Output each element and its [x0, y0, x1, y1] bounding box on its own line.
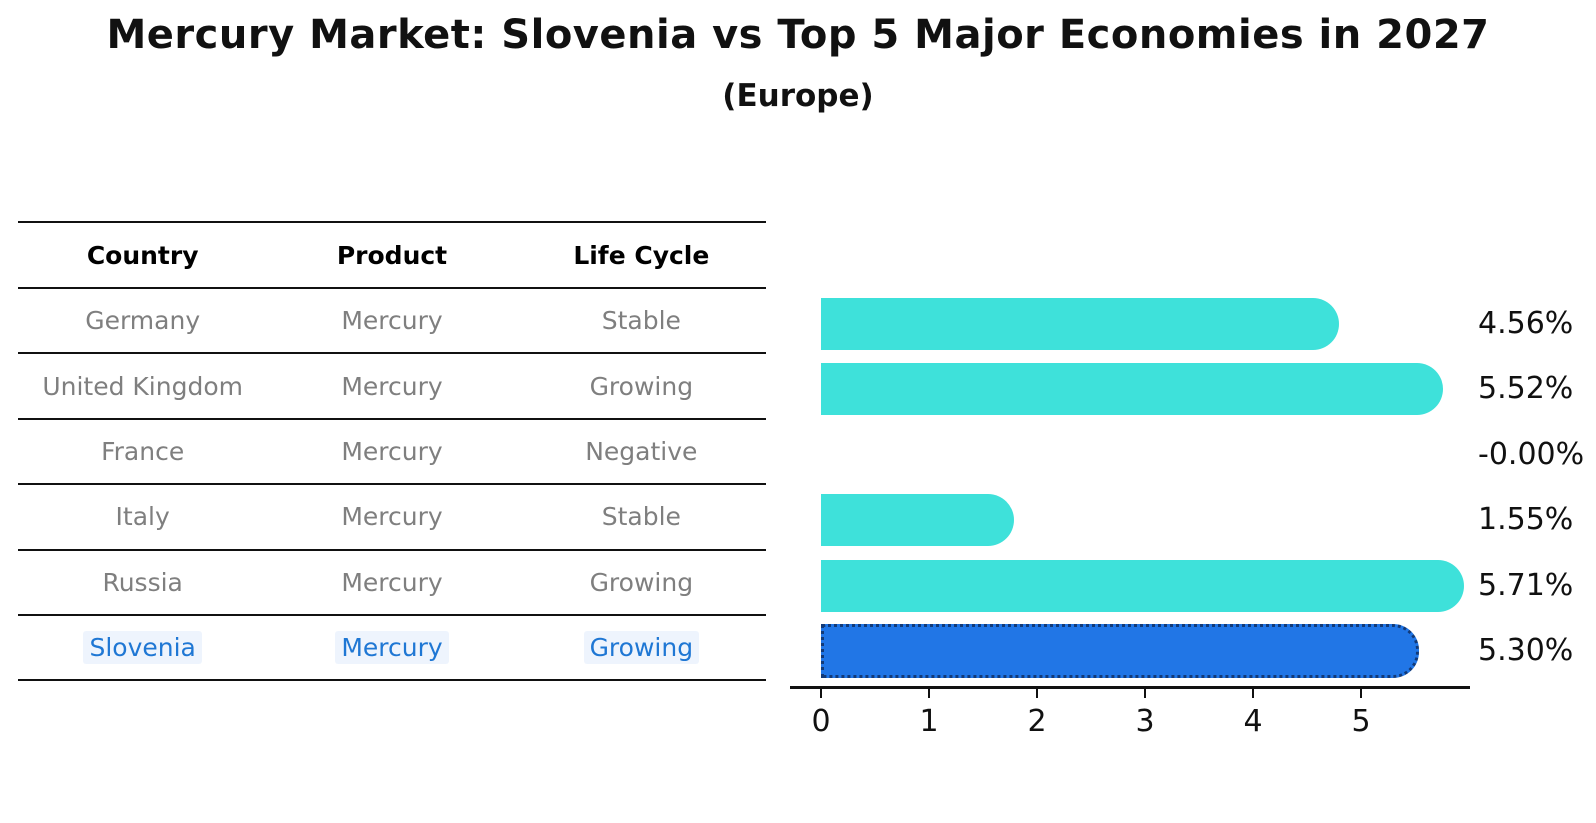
cell-country: France — [18, 418, 268, 486]
cell-country: Slovenia — [18, 614, 268, 682]
cell-product: Mercury — [267, 614, 517, 682]
cell-product: Mercury — [267, 484, 517, 551]
cell-life-cycle: Negative — [516, 418, 766, 486]
x-axis-tick — [1036, 689, 1038, 698]
x-axis-tick-label: 0 — [811, 704, 831, 739]
value-label-france: -0.00% — [1478, 436, 1585, 472]
x-axis-line — [790, 686, 1470, 689]
bar-russia — [821, 559, 1464, 612]
cell-life-cycle: Growing — [516, 353, 766, 420]
value-label-slovenia: 5.30% — [1478, 633, 1574, 668]
bar-germany — [821, 298, 1340, 350]
table-row: Germany Mercury Stable — [18, 288, 766, 355]
cell-life-cycle: Growing — [516, 549, 766, 616]
x-axis-tick-label: 4 — [1243, 704, 1263, 739]
bar-united-kingdom — [821, 363, 1444, 416]
bar-slovenia-highlighted — [821, 624, 1420, 678]
x-axis-tick-label: 1 — [919, 704, 939, 739]
cell-life-cycle: Growing — [516, 614, 766, 682]
cell-country: Germany — [18, 288, 268, 355]
cell-country: Italy — [18, 484, 268, 551]
chart-title: Mercury Market: Slovenia vs Top 5 Major … — [106, 12, 1490, 58]
x-axis-tick — [928, 689, 930, 698]
x-axis-tick-label: 5 — [1351, 704, 1371, 739]
value-label-italy: 1.55% — [1478, 502, 1574, 538]
table-row: Italy Mercury Stable — [18, 484, 766, 551]
table-row-highlighted: Slovenia Mercury Growing — [18, 614, 766, 682]
cell-product: Mercury — [267, 353, 517, 420]
table-row: France Mercury Negative — [18, 418, 766, 486]
x-axis-tick-label: 3 — [1135, 704, 1155, 739]
table-row: Russia Mercury Growing — [18, 549, 766, 616]
value-label-germany: 4.56% — [1478, 306, 1574, 341]
column-header-life-cycle: Life Cycle — [516, 222, 766, 289]
column-header-product: Product — [267, 222, 517, 289]
value-label-united-kingdom: 5.52% — [1478, 371, 1574, 407]
chart-subtitle: (Europe) — [722, 78, 874, 114]
cell-product: Mercury — [267, 418, 517, 486]
bar-italy — [821, 494, 1015, 547]
value-label-russia: 5.71% — [1478, 567, 1574, 603]
x-axis-tick-label: 2 — [1027, 704, 1047, 739]
table-row: United Kingdom Mercury Growing — [18, 353, 766, 420]
table-header-row: Country Product Life Cycle — [18, 222, 766, 289]
country-table: Country Product Life Cycle Germany Mercu… — [18, 221, 766, 682]
cell-life-cycle: Stable — [516, 484, 766, 551]
x-axis-tick — [820, 689, 822, 698]
x-axis-tick — [1252, 689, 1254, 698]
cell-product: Mercury — [267, 288, 517, 355]
cell-product: Mercury — [267, 549, 517, 616]
x-axis-tick — [1144, 689, 1146, 698]
cell-country: Russia — [18, 549, 268, 616]
cell-country: United Kingdom — [18, 353, 268, 420]
x-axis-tick — [1360, 689, 1362, 698]
column-header-country: Country — [18, 222, 268, 289]
cell-life-cycle: Stable — [516, 288, 766, 355]
